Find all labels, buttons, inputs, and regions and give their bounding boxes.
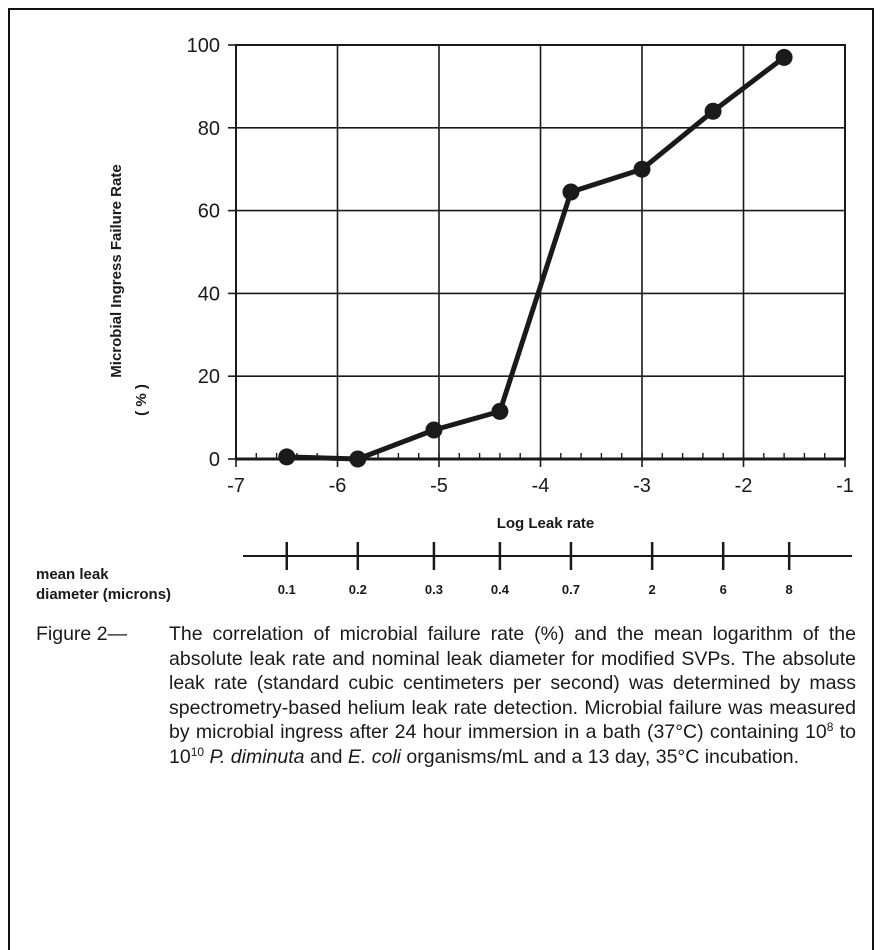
y-tick-label: 40 (198, 283, 220, 305)
x-tick-label: -3 (633, 475, 651, 497)
caption-text-4: organisms/mL and a 13 day, 35°C incubati… (401, 745, 800, 768)
data-point (278, 448, 296, 466)
x-tick-label: -6 (329, 475, 347, 497)
figure-caption: Figure 2— The correlation of microbial f… (36, 622, 856, 769)
y-tick-label: 80 (198, 118, 220, 140)
data-point (633, 160, 651, 178)
data-point (425, 421, 443, 439)
secondary-axis-tick-label: 0.2 (349, 582, 367, 597)
data-point (349, 450, 367, 468)
caption-text-3: and (304, 745, 348, 768)
data-point (704, 102, 722, 120)
y-tick-label: 60 (198, 201, 220, 223)
y-tick-label: 20 (198, 366, 220, 388)
secondary-axis-tick-label: 0.3 (425, 582, 443, 597)
line-chart: -7 -6 -5 -4 -3 -2 -1 0 20 40 60 80 100 Log Leak rate M… (108, 35, 854, 597)
y-tick-label: 100 (187, 35, 220, 57)
y-axis-label: Microbial Ingress Failure Rate (108, 164, 125, 377)
series-line (286, 55, 786, 462)
caption-sup-2: 10 (190, 744, 205, 759)
x-tick-label: -1 (836, 475, 854, 497)
caption-prefix: Figure 2— (36, 623, 128, 645)
secondary-axis-tick-label: 0.7 (562, 582, 580, 597)
y-axis-unit-label: ( % ) (133, 384, 150, 416)
figure-frame (8, 8, 874, 950)
secondary-axis-tick-label: 2 (649, 582, 656, 597)
secondary-axis-tick-label: 6 (720, 582, 727, 597)
caption-italic-2: E. coli (347, 745, 401, 768)
x-tick-label: -2 (735, 475, 753, 497)
secondary-axis-label-2: diameter (microns) (36, 586, 172, 603)
x-tick-label: -7 (227, 475, 245, 497)
caption-sup-1: 8 (826, 720, 834, 734)
secondary-axis-tick-label: 8 (786, 582, 793, 597)
data-point (562, 183, 580, 201)
x-axis-label: Log Leak rate (497, 515, 595, 532)
caption-body: The correlation of microbial failure rat… (169, 622, 856, 769)
caption-italic-1: P. diminuta (204, 745, 305, 768)
data-point (491, 402, 509, 420)
secondary-axis-tick-label: 0.4 (491, 582, 510, 597)
y-tick-label: 0 (209, 449, 220, 471)
x-tick-label: -4 (532, 475, 550, 497)
x-tick-label: -5 (430, 475, 448, 497)
caption-text-2: to 10 (169, 721, 857, 768)
secondary-axis-tick-label: 0.1 (278, 582, 296, 597)
secondary-axis-label-1: mean leak (36, 566, 109, 583)
data-point (775, 48, 793, 66)
caption-text-1: The correlation of microbial failure rat… (169, 623, 856, 743)
